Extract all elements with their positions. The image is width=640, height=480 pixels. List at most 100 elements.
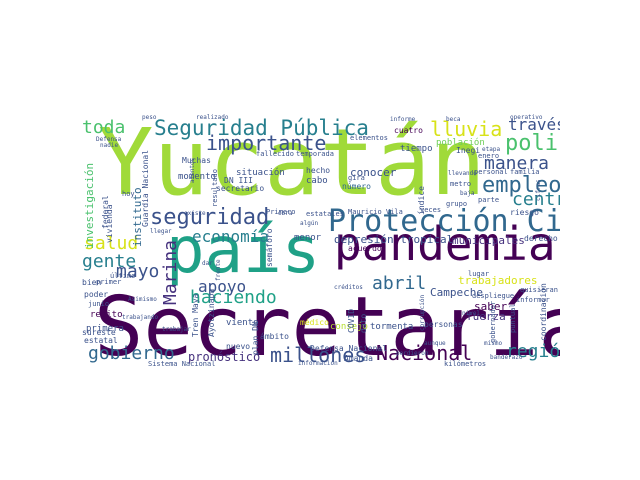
word: metro [450,180,472,188]
word: Marina [160,239,181,305]
word: primer [96,278,122,286]
word: mismo [484,340,503,347]
word: fallecido [256,150,294,158]
word: junio [88,300,110,308]
word: información [298,360,338,367]
word: Muchas [182,156,211,165]
word: mayo [116,261,160,282]
word: estatal [84,336,118,345]
word: peso [142,114,157,121]
word: trabajar [162,326,191,333]
word: municipales [452,234,525,247]
word: haciendo [190,287,277,308]
word: aunque [424,340,446,347]
word: primera [86,324,124,334]
word: atentos [189,157,196,183]
word: índice [417,186,426,215]
word: Inegi [456,146,481,155]
word: corrupción [419,294,426,331]
word: saber [474,300,508,313]
word: Mauricio Vila [348,208,403,216]
word: baja [460,190,475,197]
word: manera [484,153,550,174]
word: gente [82,251,137,272]
word: seguridad [150,205,270,230]
word: informe [390,116,416,123]
word: trabajando [122,314,159,321]
word: lluvia [430,117,503,141]
word: momento [178,172,216,182]
word: región [506,341,560,362]
word: viento [226,318,259,328]
word: Nacional [376,341,473,365]
word: abril [372,273,427,294]
word: economía [192,227,270,246]
word: menor [294,233,322,243]
word-cloud: Yucatán Secretaría país pandemia Protecc… [80,111,560,368]
word: kilómetros [444,360,487,368]
word: llegar [150,228,172,235]
word: semáforo [265,228,274,267]
word: banderazo [490,354,523,361]
word: conocer [350,166,397,179]
word: tiempo [400,144,433,154]
word: Guardia Nacional [141,149,150,227]
word: quisieran [520,286,558,294]
word: vivienda [105,204,114,243]
word: Asimismo [128,296,157,303]
word: nivel [462,310,481,317]
word: realizado [196,114,229,121]
word: riesgo [510,208,539,217]
word: situación [236,168,285,178]
word: veces [420,206,442,214]
word: policía [505,131,560,156]
word: dar [202,260,213,267]
word: último [110,272,136,280]
word: parte [478,196,500,204]
word: plan DN [251,321,260,355]
word: elementos [350,134,388,142]
word: nadie [100,142,119,149]
word: dato [359,313,368,333]
word: Amanda [344,354,373,363]
word: ámbito [260,332,289,341]
word: personas [424,320,463,329]
word: cabo [306,176,328,186]
word: Defensa Nacional [310,344,388,353]
word: número [342,182,371,191]
word: tormenta [370,322,414,332]
word: salud [84,233,139,254]
word: nuevo [226,342,251,351]
word: trabajadores [458,274,538,287]
word: COVID [347,308,356,333]
word: Protección Civil [328,204,560,239]
word: hoy [122,190,135,198]
word: puntual [509,303,517,333]
word: obra [278,210,293,217]
word: pronóstico [188,350,261,364]
word: informar [516,296,550,304]
word: cuatro [394,126,423,135]
word: grupo [446,200,468,208]
word: algún [300,220,319,227]
word: repito [90,310,123,320]
word: Defensa [96,136,122,143]
word: Yucatán [98,111,486,216]
word: Campeche [430,286,483,299]
word: apoyo [198,277,247,296]
word: Ayotzinapa [207,288,216,337]
word: médico [300,318,329,327]
word: sureste [82,328,116,337]
word: personal [474,168,508,176]
word: familia [510,168,540,176]
word: lugar [468,270,490,278]
word: Sistema Nacional [148,360,216,368]
word: toda [82,117,126,138]
word: existe [184,210,206,217]
word: secretario [216,184,265,193]
word: Primero [266,208,296,216]
word: estatales [306,210,344,218]
word: consejo [330,322,368,332]
word: investigación [83,162,96,249]
word: gira [348,174,365,182]
